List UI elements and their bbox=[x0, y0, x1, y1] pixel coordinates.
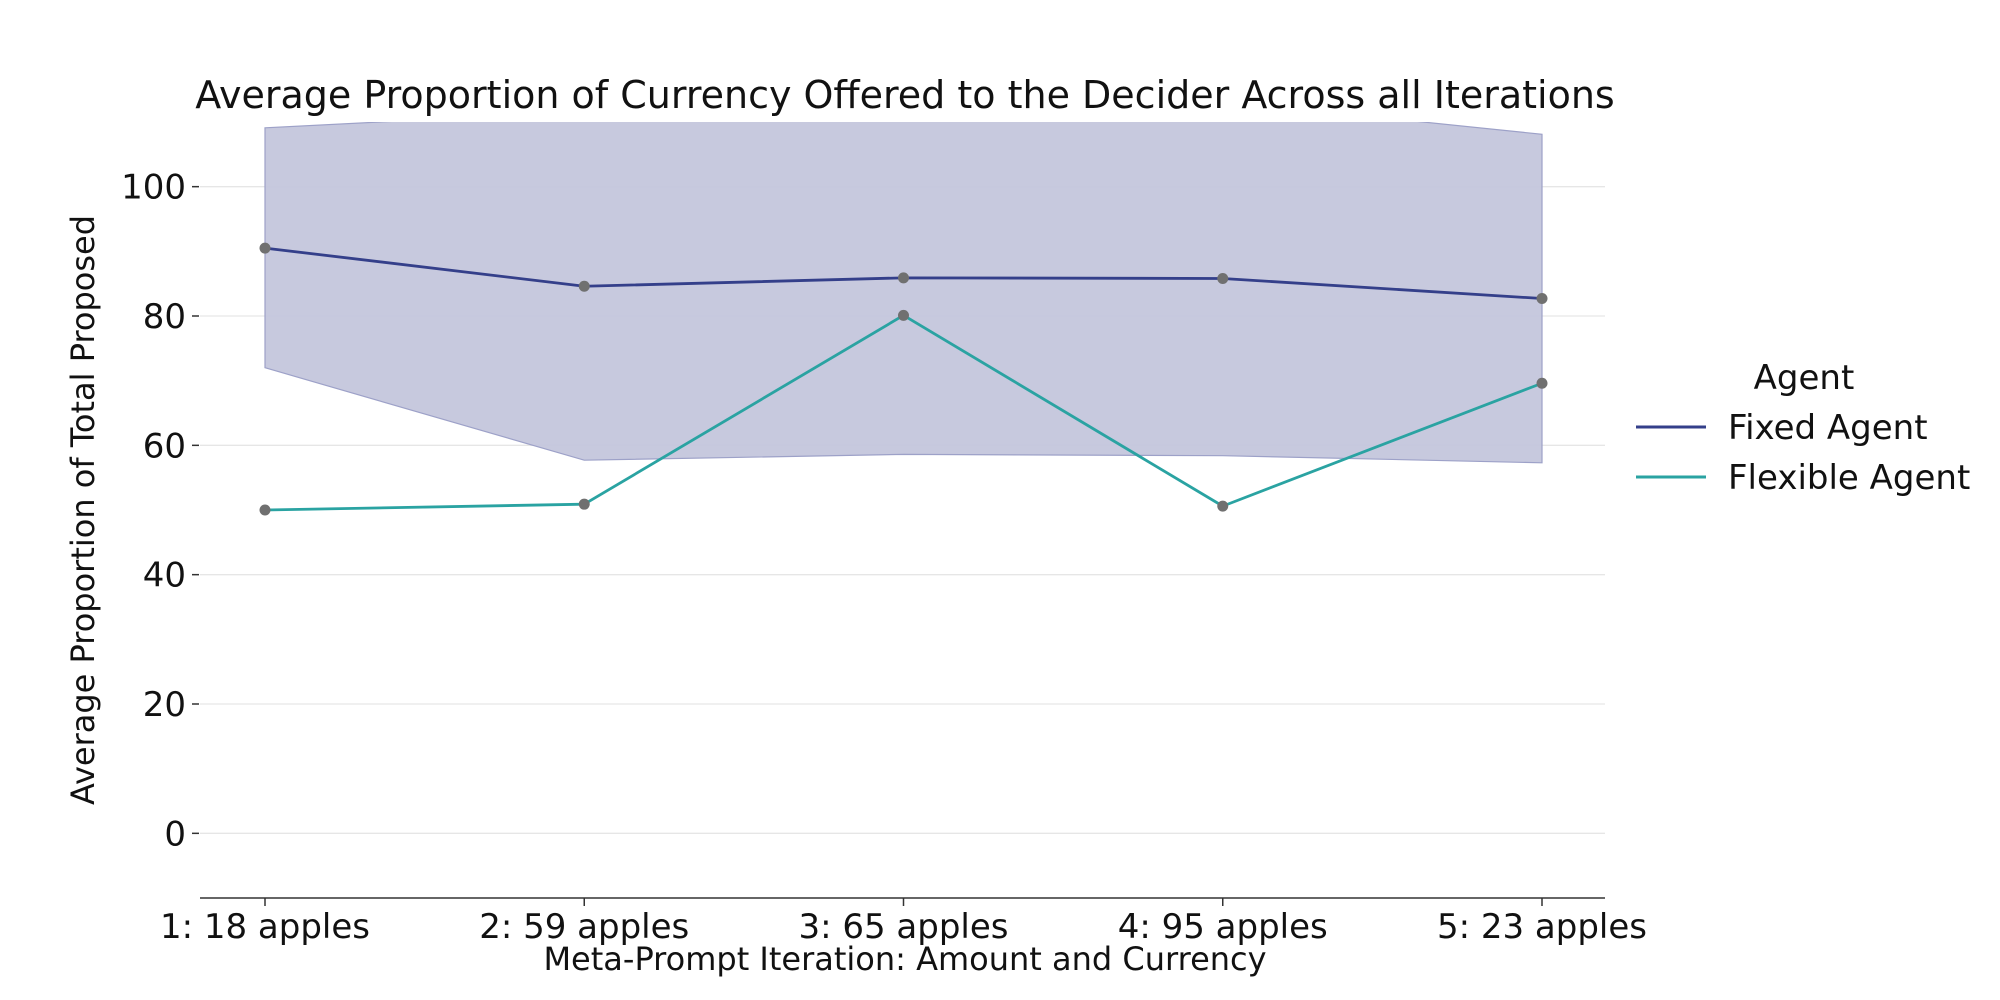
legend-label: Flexible Agent bbox=[1728, 458, 1970, 498]
x-tick-label: 4: 95 apples bbox=[1118, 907, 1328, 947]
data-point bbox=[578, 498, 590, 510]
y-tick-label: 20 bbox=[143, 685, 186, 725]
chart-title: Average Proportion of Currency Offered t… bbox=[195, 73, 1614, 117]
data-point bbox=[1536, 293, 1548, 305]
data-point bbox=[898, 309, 909, 321]
y-tick-label: 0 bbox=[164, 814, 186, 854]
data-point bbox=[898, 272, 909, 284]
legend-title: Agent bbox=[1754, 358, 1855, 398]
marker-layer bbox=[259, 242, 1548, 516]
y-axis: 0 20 40 60 80 100 bbox=[121, 168, 199, 854]
y-tick-label: 100 bbox=[121, 168, 186, 208]
legend: Agent Fixed Agent Flexible Agent bbox=[1636, 358, 1970, 498]
x-tick-label: 1: 18 apples bbox=[160, 907, 370, 947]
x-axis-label: Meta-Prompt Iteration: Amount and Curren… bbox=[543, 940, 1266, 978]
confidence-band bbox=[264, 122, 1543, 464]
y-tick-label: 80 bbox=[143, 297, 186, 337]
data-point bbox=[259, 504, 271, 516]
data-point bbox=[1217, 272, 1229, 284]
y-tick-label: 40 bbox=[143, 556, 186, 596]
y-tick-label: 60 bbox=[143, 426, 186, 466]
data-point bbox=[578, 280, 590, 292]
x-tick-label: 2: 59 apples bbox=[479, 907, 689, 947]
x-axis: 1: 18 apples 2: 59 apples 3: 65 apples 4: 9… bbox=[160, 897, 1647, 947]
x-tick-label: 5: 23 apples bbox=[1437, 907, 1647, 947]
legend-label: Fixed Agent bbox=[1728, 408, 1928, 448]
data-point bbox=[1217, 500, 1229, 512]
y-axis-label: Average Proportion of Total Proposed bbox=[64, 215, 102, 805]
data-point bbox=[259, 242, 271, 254]
confidence-band-layer bbox=[264, 122, 1543, 464]
data-point bbox=[1536, 377, 1548, 389]
x-tick-label: 3: 65 apples bbox=[798, 907, 1008, 947]
legend-items: Fixed Agent Flexible Agent bbox=[1636, 408, 1970, 498]
